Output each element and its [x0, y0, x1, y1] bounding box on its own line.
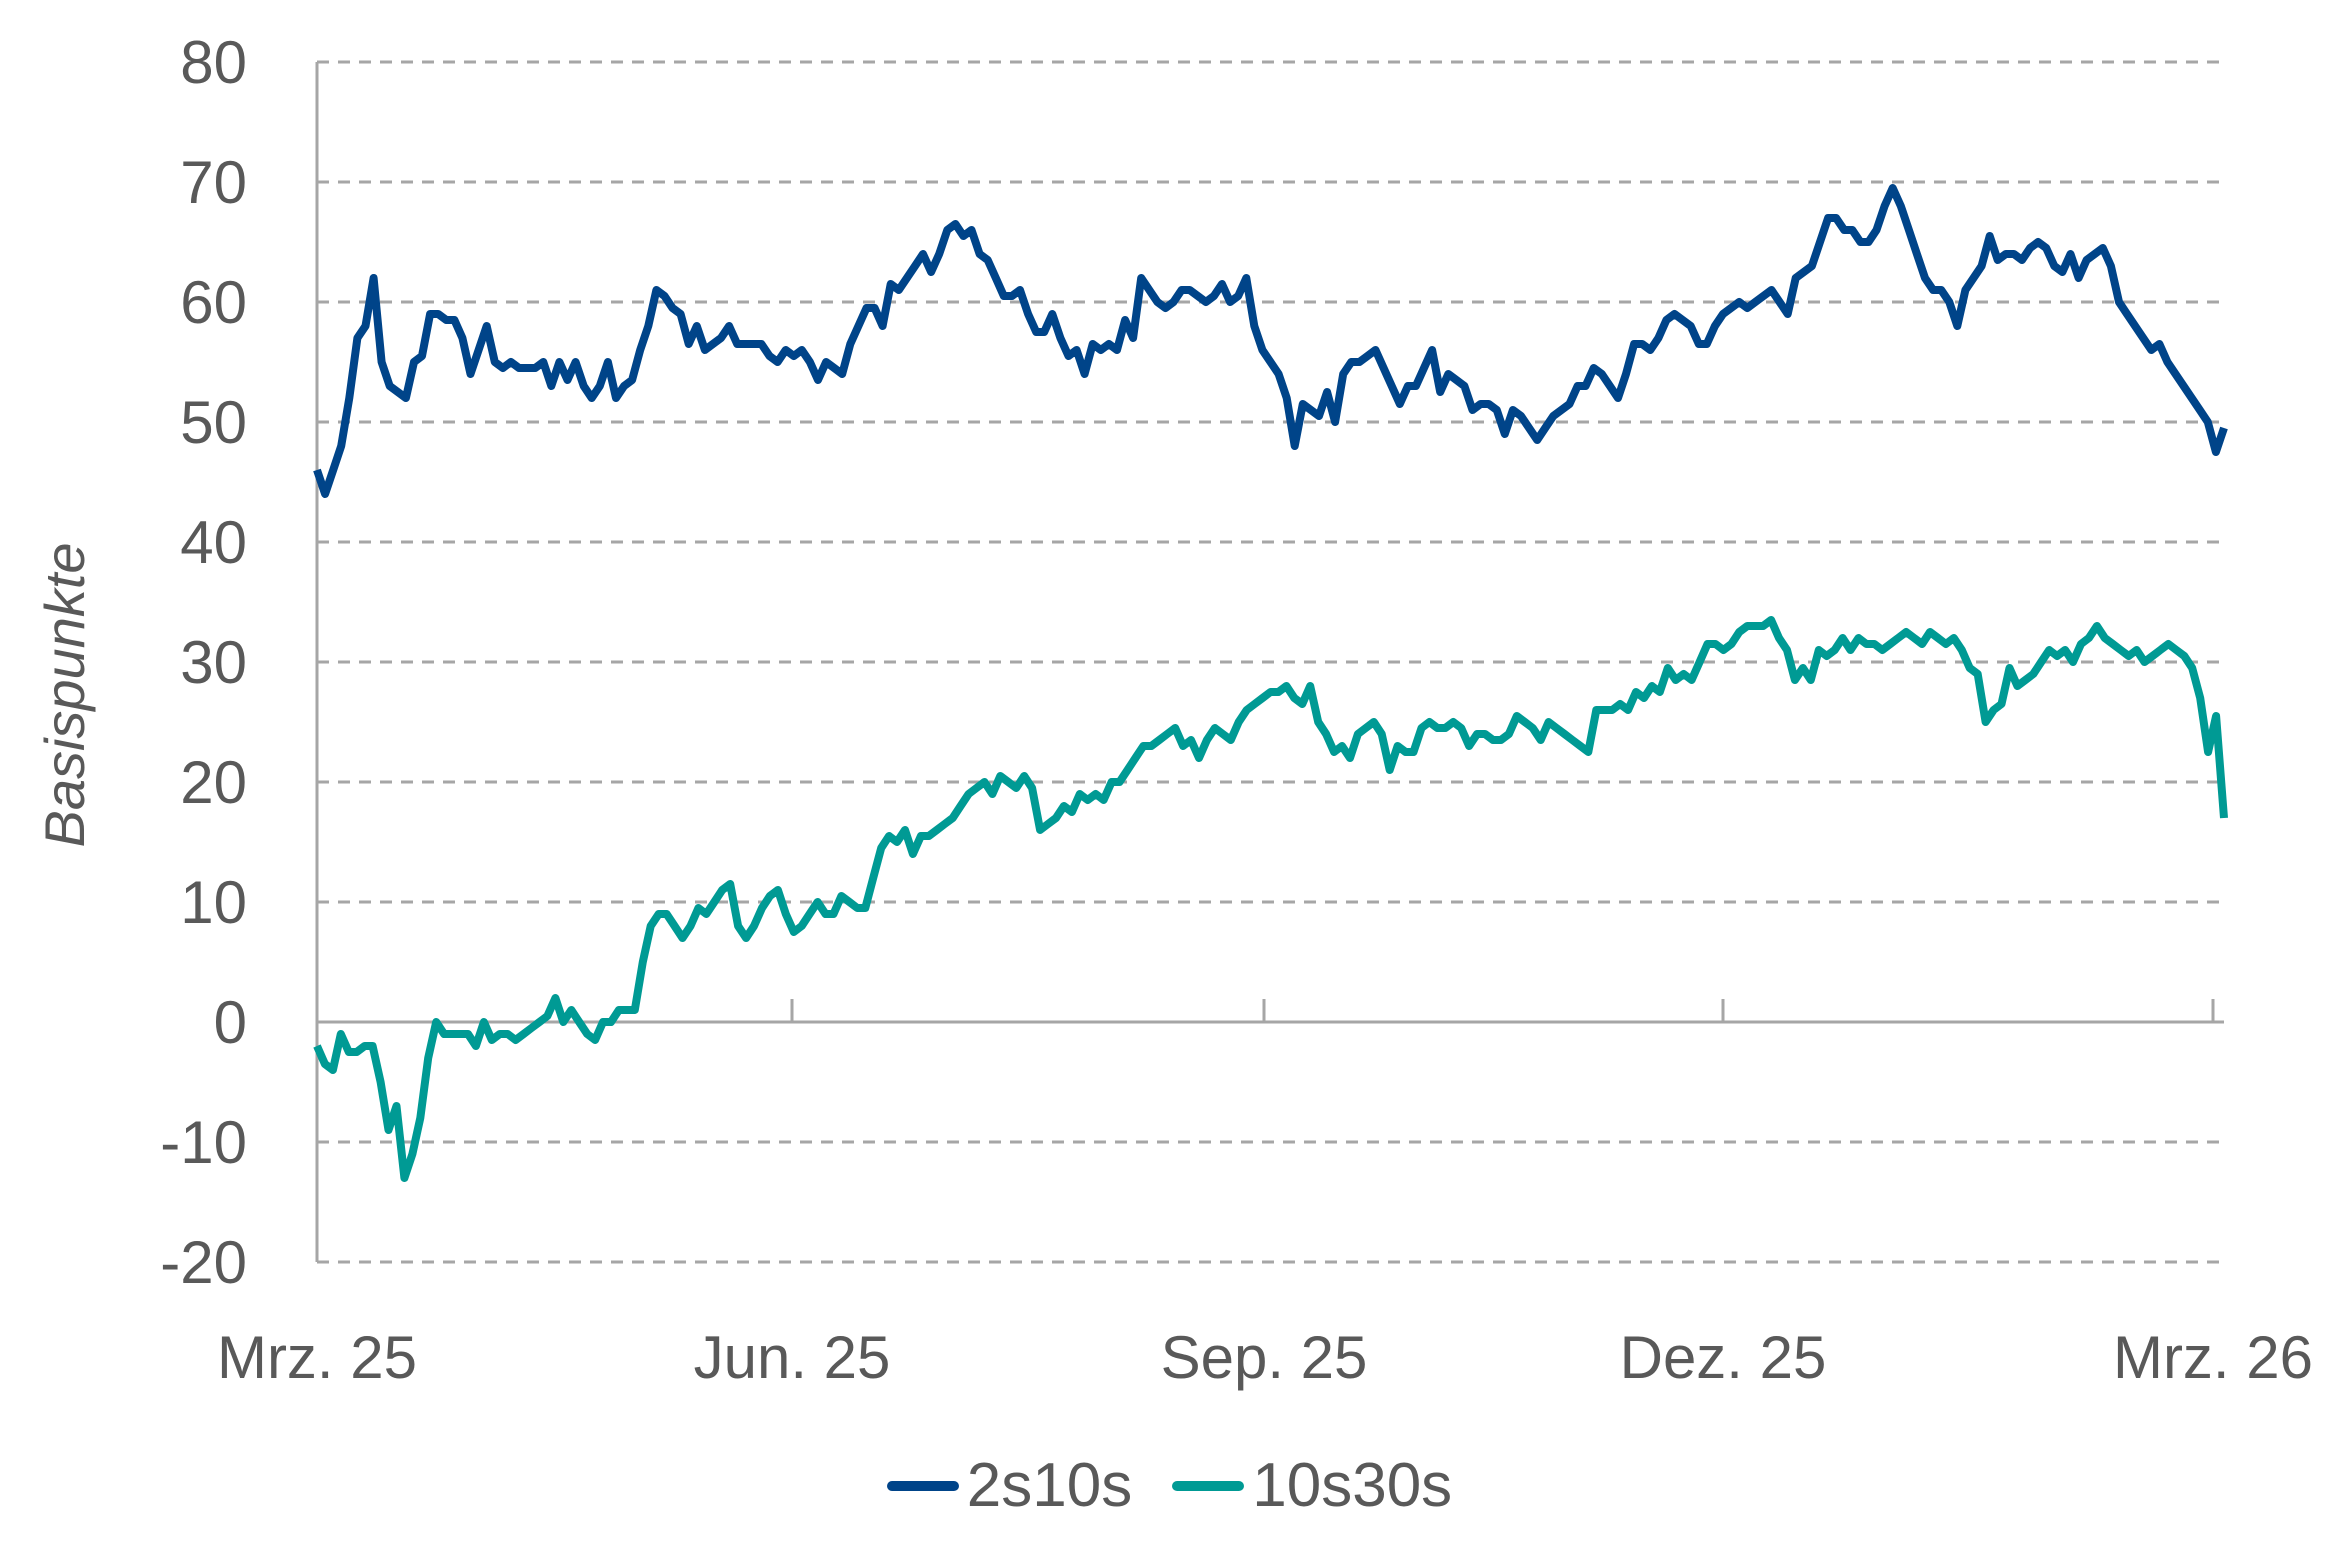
- y-tick-label: 30: [180, 629, 247, 696]
- y-tick-label: 60: [180, 269, 247, 336]
- line-chart: -20 -10 0 10 20 30 40 50 60 70 80 Mrz. 25 Jun. 25 Se…: [33, 29, 2313, 1391]
- x-tick-label: Jun. 25: [694, 1324, 891, 1391]
- series-layer: [313, 184, 2228, 1182]
- legend: 2s10s 10s30s: [0, 1455, 2339, 1517]
- y-axis-label: Basispunkte: [33, 542, 96, 847]
- legend-item-10s30s[interactable]: 10s30s: [1172, 1455, 1452, 1517]
- y-tick-label: -20: [160, 1229, 247, 1296]
- y-tick-label: 10: [180, 869, 247, 936]
- legend-swatch-2s10s: [886, 1481, 959, 1491]
- x-tick-label: Mrz. 25: [217, 1324, 417, 1391]
- legend-label: 2s10s: [966, 1451, 1133, 1520]
- series-line-10s30s: [313, 616, 2228, 1182]
- legend-item-2s10s[interactable]: 2s10s: [886, 1451, 1133, 1520]
- y-axis: -20 -10 0 10 20 30 40 50 60 70 80: [160, 29, 319, 1296]
- legend-label: 10s30s: [1252, 1451, 1453, 1520]
- y-tick-label: 70: [180, 149, 247, 216]
- x-tick-label: Mrz. 26: [2113, 1324, 2313, 1391]
- y-tick-label: 40: [180, 509, 247, 576]
- y-tick-label: -10: [160, 1109, 247, 1176]
- x-axis: Mrz. 25 Jun. 25 Sep. 25 Dez. 25 Mrz. 26: [217, 999, 2313, 1391]
- x-tick-label: Dez. 25: [1620, 1324, 1827, 1391]
- y-tick-label: 80: [180, 29, 247, 96]
- legend-swatch-10s30s: [1172, 1481, 1245, 1491]
- y-tick-label: 20: [180, 749, 247, 816]
- series-line-2s10s: [313, 184, 2228, 498]
- x-tick-label: Sep. 25: [1161, 1324, 1368, 1391]
- y-tick-label: 0: [214, 989, 247, 1056]
- y-tick-label: 50: [180, 389, 247, 456]
- gridlines: [317, 60, 2222, 1264]
